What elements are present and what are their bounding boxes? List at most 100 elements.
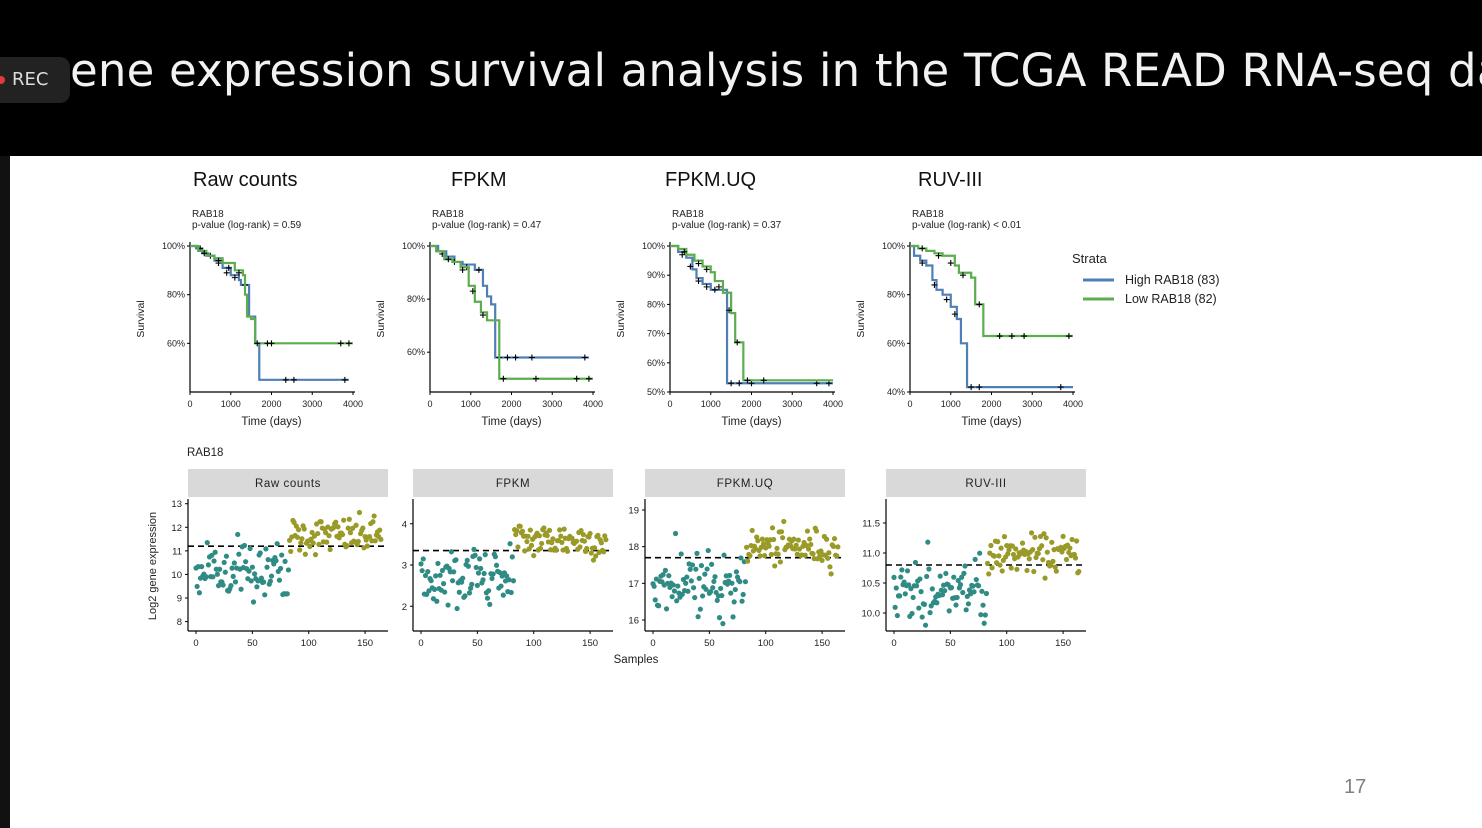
scatter-point bbox=[420, 556, 426, 562]
censor-mark bbox=[935, 252, 942, 259]
x-tick-label: 1000 bbox=[701, 399, 721, 409]
scatter-point bbox=[318, 519, 324, 525]
scatter-point bbox=[1035, 550, 1041, 557]
y-tick-label: 40% bbox=[887, 387, 905, 397]
scatter-point bbox=[267, 578, 273, 584]
scatter-point bbox=[981, 620, 987, 626]
x-tick-label: 50 bbox=[945, 638, 956, 649]
scatter-point bbox=[1013, 546, 1019, 552]
censor-mark bbox=[235, 269, 242, 276]
scatter-point bbox=[948, 585, 955, 591]
scatter-point bbox=[469, 581, 475, 587]
y-tick-label: 100% bbox=[402, 241, 425, 251]
y-tick-label: 13 bbox=[171, 499, 182, 510]
x-tick-label: 100 bbox=[999, 638, 1015, 649]
scatter-point bbox=[210, 574, 216, 580]
scatter-point bbox=[475, 570, 482, 576]
rec-label: REC bbox=[12, 69, 49, 90]
censor-mark bbox=[695, 260, 702, 267]
scatter-point bbox=[924, 573, 930, 580]
scatter-point bbox=[983, 590, 990, 597]
censor-mark bbox=[959, 272, 966, 279]
scatter-point bbox=[973, 576, 979, 583]
scatter-point bbox=[749, 527, 755, 534]
scatter-point bbox=[1014, 566, 1020, 572]
y-tick-label: 80% bbox=[647, 299, 665, 309]
scatter-point bbox=[194, 583, 200, 590]
scatter-point bbox=[929, 586, 935, 592]
scatter-point bbox=[982, 612, 988, 618]
scatter-point bbox=[541, 525, 547, 531]
scatter-point bbox=[603, 537, 609, 543]
scatter-point bbox=[951, 574, 957, 580]
scatter-point bbox=[277, 565, 284, 572]
scatter-point bbox=[377, 527, 383, 533]
scatter-point bbox=[772, 563, 778, 569]
scatter-point bbox=[295, 527, 302, 533]
scatter-point bbox=[830, 543, 836, 549]
y-axis-title: Survival bbox=[375, 300, 387, 337]
scatter-point bbox=[669, 594, 675, 600]
scatter-point bbox=[721, 552, 727, 558]
scatter-point bbox=[824, 536, 830, 542]
scatter-point bbox=[970, 583, 976, 589]
x-tick-label: 50 bbox=[704, 638, 715, 649]
scatter-point bbox=[215, 583, 222, 589]
pvalue-label: p-value (log-rank) = 0.59 bbox=[192, 220, 302, 231]
scatter-point bbox=[433, 573, 439, 579]
scatter-point bbox=[217, 566, 223, 572]
scatter-point bbox=[1069, 536, 1075, 543]
scatter-point bbox=[236, 551, 242, 557]
censor-mark bbox=[1065, 333, 1072, 340]
scatter-point bbox=[897, 593, 903, 599]
scatter-point bbox=[504, 573, 510, 579]
scatter-point bbox=[285, 567, 292, 573]
scatter-point bbox=[732, 586, 738, 593]
scatter-point bbox=[316, 541, 322, 548]
recording-indicator[interactable]: REC bbox=[0, 57, 70, 103]
y-tick-label: 11.5 bbox=[862, 519, 880, 530]
scatter-point bbox=[492, 554, 498, 560]
scatter-point bbox=[1010, 551, 1017, 558]
scatter-point bbox=[519, 528, 526, 534]
y-tick-label: 17 bbox=[628, 579, 639, 590]
scatter-point bbox=[780, 535, 786, 541]
scatter-point bbox=[720, 621, 726, 627]
scatter-point bbox=[247, 545, 253, 552]
censor-mark bbox=[215, 257, 222, 264]
scatter-point bbox=[685, 588, 691, 594]
facet-strip-label: Raw counts bbox=[255, 478, 321, 490]
scatter-point bbox=[954, 594, 960, 601]
censor-mark bbox=[469, 288, 476, 295]
scatter-point bbox=[257, 550, 263, 556]
scatter-point bbox=[262, 592, 268, 598]
x-tick-label: 1000 bbox=[461, 399, 481, 409]
scatter-point bbox=[232, 579, 239, 585]
scatter-point bbox=[730, 614, 736, 620]
x-tick-label: 100 bbox=[301, 638, 317, 649]
scatter-point bbox=[456, 589, 462, 595]
scatter-point bbox=[1048, 562, 1054, 568]
scatter-point bbox=[828, 571, 834, 577]
x-axis-title: Time (days) bbox=[961, 416, 1021, 428]
scatter-point bbox=[692, 594, 698, 601]
scatter-point bbox=[697, 606, 703, 612]
scatter-point bbox=[688, 578, 694, 584]
scatter-point bbox=[740, 591, 746, 598]
scatter-point bbox=[248, 578, 254, 584]
censor-mark bbox=[1057, 384, 1064, 391]
scatter-point bbox=[672, 530, 679, 537]
scatter-point bbox=[660, 572, 666, 578]
x-tick-label: 100 bbox=[526, 638, 542, 649]
scatter-point bbox=[451, 569, 457, 575]
y-tick-label: 9 bbox=[177, 594, 182, 605]
scatter-point bbox=[268, 573, 275, 579]
facet-strip bbox=[188, 469, 388, 497]
scatter-point bbox=[737, 579, 743, 585]
y-tick-label: 60% bbox=[647, 358, 665, 368]
scatter-point bbox=[507, 541, 513, 547]
scatter-point bbox=[539, 540, 545, 547]
scatter-point bbox=[425, 569, 431, 575]
censor-mark bbox=[512, 354, 519, 361]
scatter-point bbox=[448, 549, 455, 555]
